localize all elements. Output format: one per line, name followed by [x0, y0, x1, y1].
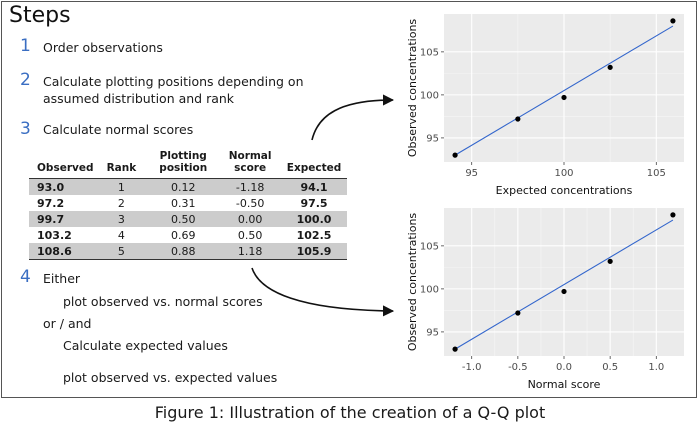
- step-1-text: Order observations: [43, 40, 163, 55]
- normal-score-cell: -1.18: [219, 178, 282, 195]
- table-row: 103.2 4 0.69 0.50 102.5: [29, 227, 347, 243]
- header-normal-score: Normal score: [228, 150, 272, 174]
- x-axis-label: Expected concentrations: [496, 184, 633, 197]
- data-point: [452, 346, 458, 352]
- data-point: [561, 94, 567, 101]
- expected-cell: 102.5: [296, 228, 332, 242]
- expected-concentrations-plot: 95 100 105 95 100 105 Expected concentrations O…: [406, 14, 684, 197]
- x-tick-label: 0.0: [556, 362, 572, 373]
- y-tick-label: 95: [426, 327, 439, 338]
- step-4-option-plot-expected: plot observed vs. expected values: [63, 370, 278, 385]
- rank-cell: 5: [95, 243, 148, 260]
- header-expected: Expected: [286, 162, 342, 174]
- expected-cell: 100.0: [281, 211, 347, 227]
- step-3-text: Calculate normal scores: [43, 122, 194, 137]
- expected-cell: 94.1: [281, 178, 347, 195]
- rank-cell: 4: [117, 228, 125, 242]
- data-point: [607, 258, 613, 264]
- observed-cell: 97.2: [37, 196, 65, 210]
- step-4-text: Either: [43, 271, 81, 286]
- step-4-option-expected: Calculate expected values: [63, 338, 228, 353]
- header-observed: Observed: [37, 162, 94, 174]
- rank-cell: 1: [95, 178, 148, 195]
- fit-line: [454, 219, 674, 350]
- plotting-position-cell: 0.88: [147, 243, 220, 260]
- rank-cell: 3: [95, 211, 148, 227]
- data-point: [561, 288, 567, 295]
- rank-cell: 2: [117, 196, 125, 210]
- y-tick-label: 100: [420, 90, 439, 101]
- data-point: [670, 18, 676, 24]
- step-2-text: Calculate plotting positions depending o…: [43, 74, 304, 89]
- y-tick-label: 105: [420, 241, 439, 252]
- observed-cell: 93.0: [29, 178, 96, 195]
- table-header-row: Observed Rank Plotting position Normal s…: [29, 148, 347, 179]
- table-row: 97.2 2 0.31 -0.50 97.5: [29, 195, 347, 211]
- expected-cell: 105.9: [281, 243, 347, 260]
- data-point: [515, 310, 521, 316]
- normal-score-cell: 0.50: [237, 228, 263, 242]
- observed-cell: 103.2: [37, 228, 72, 242]
- step-4-or-and: or / and: [43, 316, 92, 331]
- fit-line: [454, 25, 674, 156]
- x-tick-label: -0.5: [508, 362, 528, 373]
- observed-cell: 99.7: [29, 211, 96, 227]
- expected-cell: 97.5: [300, 196, 328, 210]
- table-row: 108.6 5 0.88 1.18 105.9: [29, 243, 347, 260]
- figure-frame: [1, 1, 697, 398]
- plotting-position-cell: 0.31: [170, 196, 196, 210]
- normal-score-cell: -0.50: [235, 196, 265, 210]
- data-point: [452, 152, 458, 158]
- header-rank: Rank: [106, 162, 137, 174]
- x-tick-label: -1.0: [462, 362, 482, 373]
- step-3-number: 3: [20, 119, 31, 139]
- x-tick-label: 105: [647, 168, 666, 179]
- y-axis-label: Observed concentrations: [406, 19, 419, 158]
- x-tick-label: 95: [465, 168, 478, 179]
- steps-title: Steps: [9, 3, 71, 28]
- y-tick-label: 105: [420, 47, 439, 58]
- plotting-position-cell: 0.69: [170, 228, 196, 242]
- data-point: [670, 212, 676, 218]
- step-4-option-normal: plot observed vs. normal scores: [63, 294, 263, 309]
- table-row: 99.7 3 0.50 0.00 100.0: [29, 211, 347, 227]
- header-plotting-position: Plotting position: [159, 150, 208, 174]
- x-tick-label: 1.0: [648, 362, 664, 373]
- step-1-number: 1: [20, 36, 31, 56]
- table-row: 93.0 1 0.12 -1.18 94.1: [29, 178, 347, 195]
- x-tick-label: 100: [554, 168, 573, 179]
- y-tick-label: 95: [426, 133, 439, 144]
- figure-caption: Figure 1: Illustration of the creation o…: [154, 403, 546, 422]
- x-tick-label: 0.5: [602, 362, 618, 373]
- step-2-text-line2: assumed distribution and rank: [43, 91, 235, 106]
- normal-score-cell: 1.18: [219, 243, 282, 260]
- normal-score-plot: -1.0 -0.5 0.0 0.5 1.0 95 100 105 Normal score Obs…: [406, 208, 684, 391]
- y-tick-label: 100: [420, 284, 439, 295]
- observed-cell: 108.6: [29, 243, 96, 260]
- normal-score-cell: 0.00: [219, 211, 282, 227]
- step-4-number: 4: [20, 267, 31, 287]
- data-point: [515, 116, 521, 122]
- data-point: [607, 64, 613, 70]
- x-axis-label: Normal score: [528, 378, 601, 391]
- plotting-position-cell: 0.12: [147, 178, 220, 195]
- plotting-position-cell: 0.50: [147, 211, 220, 227]
- qq-table: Observed Rank Plotting position Normal s…: [29, 148, 347, 260]
- y-axis-label: Observed concentrations: [406, 213, 419, 352]
- step-2-number: 2: [20, 70, 31, 90]
